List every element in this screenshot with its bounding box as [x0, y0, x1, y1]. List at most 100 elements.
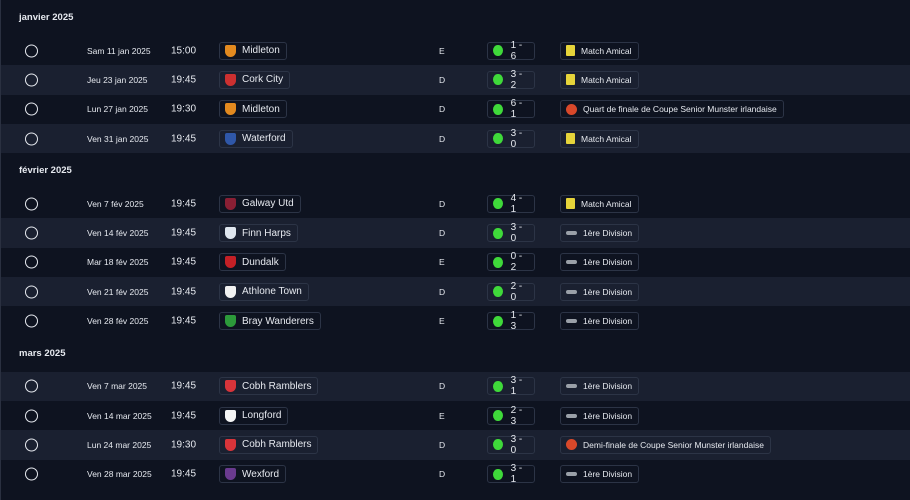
score: 1 - 6	[510, 39, 523, 62]
competition-icon	[566, 260, 577, 265]
match-date: Ven 14 fév 2025	[87, 228, 149, 239]
select-checkbox[interactable]	[25, 44, 38, 58]
match-row[interactable]: Ven 14 fév 2025 19:45 Finn Harps D 3 - 0 1ère…	[1, 218, 910, 248]
team-name: Waterford	[242, 133, 286, 145]
opponent-chip[interactable]: Wexford	[219, 465, 287, 484]
match-row[interactable]: Lun 24 mar 2025 19:30 Cobh Ramblers D 3 - 0 D…	[1, 430, 910, 460]
competition-name: 1ère Division	[583, 410, 633, 421]
opponent-chip[interactable]: Longford	[219, 406, 289, 425]
competition-chip[interactable]: Demi-finale de Coupe Senior Munster irla…	[560, 435, 771, 454]
select-checkbox[interactable]	[25, 132, 38, 146]
match-row[interactable]: Mar 18 fév 2025 19:45 Dundalk E 0 - 2 1ère Di…	[1, 248, 910, 277]
team-badge	[225, 285, 236, 298]
opponent-chip[interactable]: Finn Harps	[219, 224, 298, 243]
select-checkbox[interactable]	[25, 379, 38, 393]
match-date: Ven 28 fév 2025	[87, 316, 149, 327]
opponent-chip[interactable]: Cork City	[219, 70, 291, 89]
venue: D	[439, 381, 446, 392]
competition-chip[interactable]: Match Amical	[560, 70, 639, 89]
team-name: Galway Utd	[242, 198, 294, 210]
select-checkbox[interactable]	[25, 255, 38, 269]
match-row[interactable]: Ven 31 jan 2025 19:45 Waterford D 3 - 0 Match…	[1, 123, 910, 154]
match-time: 19:45	[171, 286, 197, 298]
team-badge	[225, 73, 236, 86]
select-checkbox[interactable]	[25, 226, 38, 240]
team-name: Midleton	[242, 103, 280, 115]
result-dot	[493, 227, 503, 239]
opponent-chip[interactable]: Midleton	[219, 100, 287, 119]
score-chip: 1 - 3	[487, 310, 535, 332]
result-dot	[493, 468, 503, 480]
competition-chip[interactable]: 1ère Division	[560, 406, 640, 425]
competition-chip[interactable]: Match Amical	[560, 41, 639, 60]
venue: E	[439, 45, 445, 56]
match-date: Lun 27 jan 2025	[87, 104, 148, 115]
select-checkbox[interactable]	[25, 409, 38, 423]
opponent-chip[interactable]: Galway Utd	[219, 194, 301, 213]
select-checkbox[interactable]	[25, 102, 38, 116]
competition-name: Match Amical	[581, 45, 632, 56]
competition-icon	[566, 319, 577, 324]
team-badge	[225, 256, 236, 269]
competition-name: 1ère Division	[583, 286, 633, 297]
competition-icon	[566, 74, 575, 86]
select-checkbox[interactable]	[25, 314, 38, 328]
match-time: 19:30	[171, 103, 197, 115]
venue: D	[439, 133, 446, 144]
score: 6 - 1	[510, 98, 523, 121]
match-row[interactable]: Lun 27 jan 2025 19:30 Midleton D 6 - 1 Quart …	[1, 95, 910, 124]
month-header: janvier 2025	[19, 12, 74, 23]
team-badge	[225, 315, 236, 328]
result-dot	[493, 410, 503, 422]
competition-chip[interactable]: 1ère Division	[560, 465, 640, 484]
select-checkbox[interactable]	[25, 438, 38, 452]
score: 0 - 2	[510, 251, 523, 274]
select-checkbox[interactable]	[25, 285, 38, 299]
result-dot	[493, 315, 503, 327]
opponent-chip[interactable]: Bray Wanderers	[219, 312, 321, 331]
score: 3 - 1	[510, 375, 523, 398]
select-checkbox[interactable]	[25, 73, 38, 87]
match-date: Ven 21 fév 2025	[87, 286, 149, 297]
match-row[interactable]: Ven 7 mar 2025 19:45 Cobh Ramblers D 3 - 1 1è…	[1, 371, 910, 401]
score: 2 - 0	[510, 280, 523, 303]
competition-chip[interactable]: 1ère Division	[560, 253, 640, 272]
match-row[interactable]: Ven 7 fév 2025 19:45 Galway Utd D 4 - 1 Match…	[1, 189, 910, 218]
match-time: 19:45	[171, 380, 197, 392]
team-badge	[225, 132, 236, 145]
score: 3 - 0	[510, 433, 523, 456]
competition-chip[interactable]: 1ère Division	[560, 312, 640, 331]
month-header: mars 2025	[19, 347, 66, 359]
competition-chip[interactable]: 1ère Division	[560, 224, 640, 243]
match-row[interactable]: Sam 11 jan 2025 15:00 Midleton E 1 - 6 Match …	[1, 36, 910, 65]
opponent-chip[interactable]: Dundalk	[219, 253, 286, 272]
competition-chip[interactable]: Quart de finale de Coupe Senior Munster …	[560, 100, 784, 119]
select-checkbox[interactable]	[25, 467, 38, 481]
opponent-chip[interactable]: Midleton	[219, 41, 287, 60]
competition-chip[interactable]: Match Amical	[560, 194, 639, 213]
score-chip: 3 - 2	[487, 69, 535, 91]
match-row[interactable]: Jeu 23 jan 2025 19:45 Cork City D 3 - 2 Match…	[1, 65, 910, 95]
opponent-chip[interactable]: Athlone Town	[219, 282, 309, 301]
competition-icon	[566, 413, 577, 418]
venue: D	[439, 104, 446, 115]
select-checkbox[interactable]	[25, 197, 38, 211]
match-time: 19:45	[171, 256, 197, 268]
score-chip: 4 - 1	[487, 193, 535, 215]
match-row[interactable]: Ven 28 fév 2025 19:45 Bray Wanderers E 1 - 3…	[1, 306, 910, 335]
match-row[interactable]: Ven 21 fév 2025 19:45 Athlone Town D 2 - 0 1è…	[1, 277, 910, 307]
match-time: 19:45	[171, 74, 197, 86]
competition-chip[interactable]: Match Amical	[560, 129, 639, 148]
opponent-chip[interactable]: Cobh Ramblers	[219, 435, 319, 454]
match-row[interactable]: Ven 14 mar 2025 19:45 Longford E 2 - 3 1ère D…	[1, 401, 910, 430]
team-badge	[225, 44, 236, 57]
match-row[interactable]: Ven 28 mar 2025 19:45 Wexford D 3 - 1 1ère Di…	[1, 460, 910, 489]
competition-chip[interactable]: 1ère Division	[560, 282, 640, 301]
team-badge	[225, 438, 236, 451]
opponent-chip[interactable]: Waterford	[219, 129, 293, 148]
month-header: février 2025	[19, 165, 72, 177]
competition-chip[interactable]: 1ère Division	[560, 377, 640, 396]
match-date: Ven 31 jan 2025	[87, 133, 149, 144]
venue: E	[439, 257, 445, 268]
opponent-chip[interactable]: Cobh Ramblers	[219, 377, 319, 396]
